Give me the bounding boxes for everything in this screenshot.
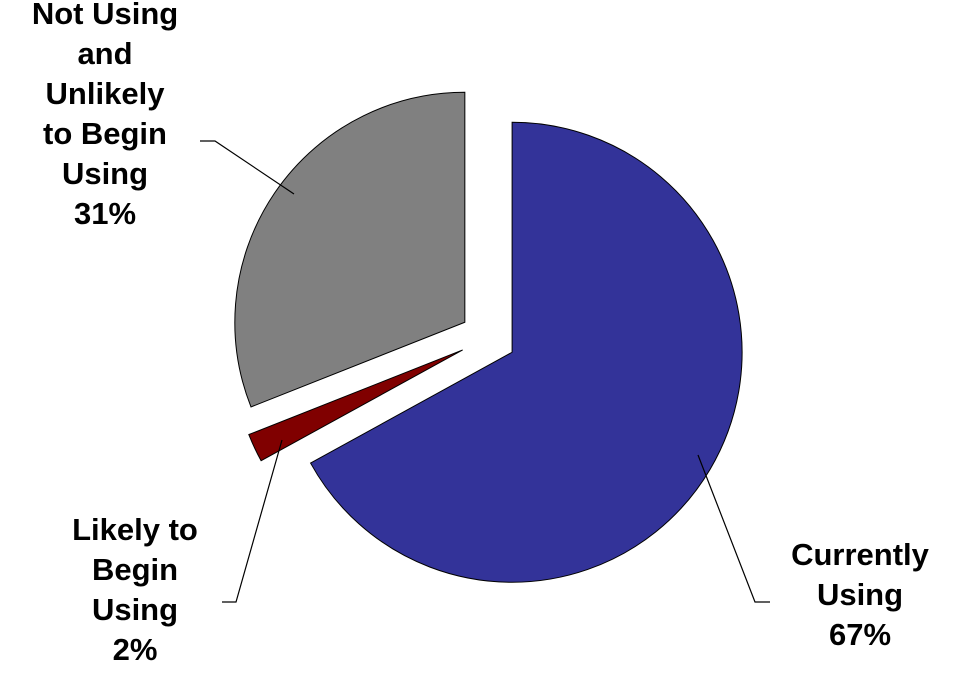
slice-label-line: and [77,36,133,71]
slice-label-likely-to-begin: Likely to Begin Using 2% [35,510,235,670]
pie-slice-currently-using [309,121,743,583]
slice-label-line: Likely to [72,512,198,547]
slice-label-line: Using [91,592,179,627]
leader-line-not-using [200,140,295,195]
slice-value-label: 67% [828,617,892,652]
leader-line-currently-using [697,454,770,603]
slice-label-line: Currently [791,537,929,572]
slice-value-label: 2% [112,632,158,667]
pie-slice-not-using [234,91,466,408]
slice-label-line: Using [816,577,904,612]
slice-label-line: Using [61,156,149,191]
slice-label-not-using: Not Using and Unlikely to Begin Using 31… [5,0,205,234]
slice-label-line: Unlikely [45,76,165,111]
slice-label-currently-using: Currently Using 67% [760,535,960,655]
pie-slice-likely-to-begin [248,349,463,462]
leader-line-likely-to-begin [222,439,283,603]
slice-value-label: 31% [73,196,137,231]
slice-label-line: Not Using [31,0,179,31]
slice-label-line: Begin [91,552,179,587]
slice-label-line: to Begin [43,116,167,151]
